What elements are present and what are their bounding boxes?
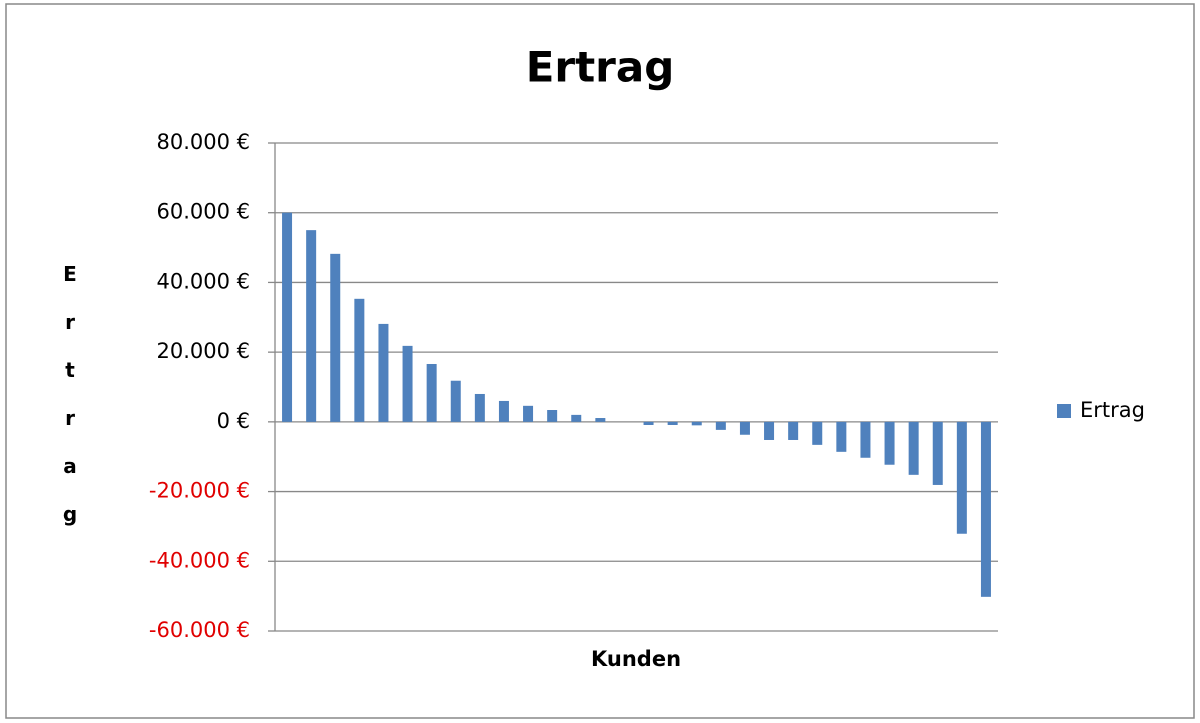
bar: [908, 421, 919, 475]
y-tick-label: 0 €: [217, 409, 250, 433]
bar: [498, 400, 509, 422]
bar: [836, 421, 847, 452]
bar: [643, 421, 654, 425]
bar: [450, 380, 461, 422]
bar: [980, 421, 991, 597]
bar: [474, 393, 485, 422]
bar: [595, 418, 606, 422]
bar: [884, 421, 895, 465]
bar: [691, 421, 702, 426]
bar: [523, 405, 534, 422]
bar: [739, 421, 750, 435]
y-tick-label: 40.000 €: [156, 269, 250, 293]
x-axis-label: Kunden: [591, 647, 681, 671]
bar: [812, 421, 823, 445]
bar: [764, 421, 775, 440]
bar: [788, 421, 799, 440]
legend-swatch: [1057, 404, 1071, 418]
bar: [667, 421, 678, 425]
y-axis-label: Ertrag: [58, 262, 82, 550]
y-tick-label: -20.000 €: [149, 479, 250, 503]
bar: [330, 253, 341, 422]
y-tick-label: -40.000 €: [149, 548, 250, 572]
y-tick-label: 80.000 €: [156, 130, 250, 154]
bar: [354, 298, 365, 422]
legend-label: Ertrag: [1080, 398, 1145, 422]
bar: [402, 345, 413, 422]
bar: [860, 421, 871, 458]
y-tick-label: 60.000 €: [156, 200, 250, 224]
bar: [571, 414, 582, 422]
bar: [715, 421, 726, 430]
bar: [282, 212, 293, 422]
bar: [426, 363, 437, 422]
chart-title: Ertrag: [526, 43, 675, 92]
bar: [378, 323, 389, 422]
bar: [956, 421, 967, 534]
bar: [547, 410, 558, 422]
bar: [306, 230, 317, 422]
y-tick-label: 20.000 €: [156, 339, 250, 363]
chart-frame: [5, 3, 1195, 719]
bar: [932, 421, 943, 485]
y-tick-label: -60.000 €: [149, 618, 250, 642]
